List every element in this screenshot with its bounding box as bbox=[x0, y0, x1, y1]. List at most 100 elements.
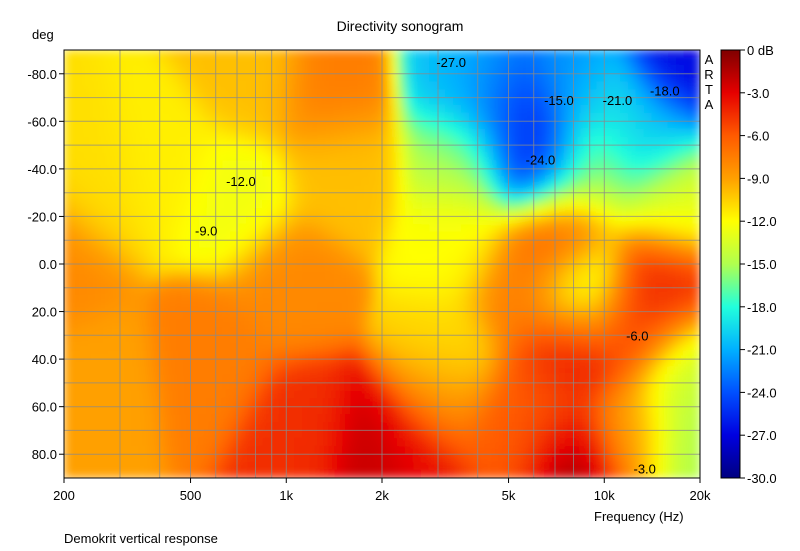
heat-cell bbox=[254, 461, 264, 471]
heat-cell bbox=[556, 97, 566, 106]
heat-cell bbox=[64, 382, 73, 392]
heat-cell bbox=[453, 152, 462, 162]
heat-cell bbox=[317, 104, 327, 114]
heat-cell bbox=[461, 239, 470, 249]
heat-cell bbox=[691, 263, 700, 273]
heat-cell bbox=[500, 192, 510, 202]
heat-cell bbox=[79, 50, 89, 59]
heat-cell bbox=[214, 390, 224, 400]
heat-cell bbox=[262, 136, 272, 146]
heat-cell bbox=[238, 208, 248, 217]
heat-cell bbox=[333, 422, 343, 431]
heat-cell bbox=[532, 231, 542, 241]
heat-cell bbox=[365, 152, 375, 162]
heat-cell bbox=[365, 247, 375, 257]
heat-cell bbox=[119, 168, 129, 178]
heat-cell bbox=[254, 326, 264, 336]
heat-cell bbox=[596, 295, 606, 305]
heat-cell bbox=[317, 128, 327, 138]
heat-cell bbox=[150, 255, 160, 265]
heat-cell bbox=[373, 303, 383, 313]
heat-cell bbox=[373, 112, 383, 122]
heat-cell bbox=[95, 429, 105, 439]
heat-cell bbox=[325, 57, 335, 67]
heat-cell bbox=[691, 152, 700, 162]
heat-cell bbox=[278, 255, 288, 265]
heat-cell bbox=[309, 350, 319, 360]
heat-cell bbox=[135, 461, 144, 471]
heat-cell bbox=[309, 73, 319, 83]
heat-cell bbox=[524, 398, 534, 408]
heat-cell bbox=[540, 239, 550, 249]
heat-cell bbox=[174, 374, 184, 384]
heat-cell bbox=[166, 73, 176, 83]
heat-cell bbox=[667, 366, 677, 376]
heat-cell bbox=[254, 374, 264, 384]
heat-cell bbox=[468, 445, 478, 455]
heat-cell bbox=[143, 318, 152, 328]
heat-cell bbox=[95, 168, 105, 178]
heat-cell bbox=[627, 200, 637, 210]
heat-cell bbox=[341, 97, 351, 106]
heat-cell bbox=[166, 271, 176, 281]
heat-cell bbox=[612, 152, 621, 162]
heat-cell bbox=[627, 50, 637, 59]
heat-cell bbox=[397, 326, 407, 336]
heat-cell bbox=[516, 342, 526, 352]
heat-cell bbox=[588, 215, 598, 225]
heat-cell bbox=[381, 65, 391, 75]
heat-cell bbox=[71, 81, 81, 91]
heat-cell bbox=[564, 192, 574, 202]
heat-cell bbox=[143, 120, 152, 130]
heat-cell bbox=[667, 223, 677, 233]
heat-cell bbox=[643, 136, 653, 146]
heat-cell bbox=[222, 437, 232, 447]
heat-cell bbox=[365, 461, 375, 471]
heat-cell bbox=[79, 414, 89, 424]
heat-cell bbox=[572, 390, 582, 400]
heat-cell bbox=[421, 255, 431, 265]
heat-cell bbox=[111, 184, 121, 194]
heat-cell bbox=[627, 65, 637, 75]
heat-cell bbox=[270, 279, 280, 289]
contour-label: -24.0 bbox=[526, 152, 556, 167]
heat-cell bbox=[421, 279, 431, 289]
heat-cell bbox=[627, 445, 637, 455]
heat-cell bbox=[596, 128, 606, 138]
heat-cell bbox=[548, 192, 558, 202]
heat-cell bbox=[143, 271, 152, 281]
heat-cell bbox=[286, 215, 296, 225]
heat-cell bbox=[286, 112, 296, 122]
heat-cell bbox=[667, 390, 677, 400]
heat-cell bbox=[421, 374, 431, 384]
heat-cell bbox=[87, 200, 97, 210]
heat-cell bbox=[246, 366, 256, 376]
heat-cell bbox=[667, 334, 677, 344]
heat-cell bbox=[317, 422, 327, 431]
heat-cell bbox=[437, 184, 447, 194]
heat-cell bbox=[532, 279, 542, 289]
heat-cell bbox=[135, 326, 144, 336]
heat-cell bbox=[508, 318, 518, 328]
heat-cell bbox=[604, 390, 614, 400]
heat-cell bbox=[691, 445, 700, 455]
heat-cell bbox=[127, 112, 137, 122]
heat-cell bbox=[111, 303, 121, 313]
heat-cell bbox=[357, 342, 367, 352]
heat-cell bbox=[572, 271, 582, 281]
heat-cell bbox=[246, 287, 256, 297]
heat-cell bbox=[508, 176, 518, 186]
heat-cell bbox=[476, 374, 486, 384]
heat-cell bbox=[222, 390, 232, 400]
heat-cell bbox=[87, 160, 97, 170]
heat-cell bbox=[612, 350, 621, 360]
heat-cell bbox=[365, 231, 375, 241]
heat-cell bbox=[270, 144, 280, 154]
heat-cell bbox=[238, 326, 248, 336]
heat-cell bbox=[492, 311, 502, 320]
heat-cell bbox=[604, 120, 614, 130]
heat-cell bbox=[620, 160, 629, 170]
heat-cell bbox=[453, 160, 462, 170]
heat-cell bbox=[389, 239, 399, 249]
heat-cell bbox=[532, 406, 542, 416]
